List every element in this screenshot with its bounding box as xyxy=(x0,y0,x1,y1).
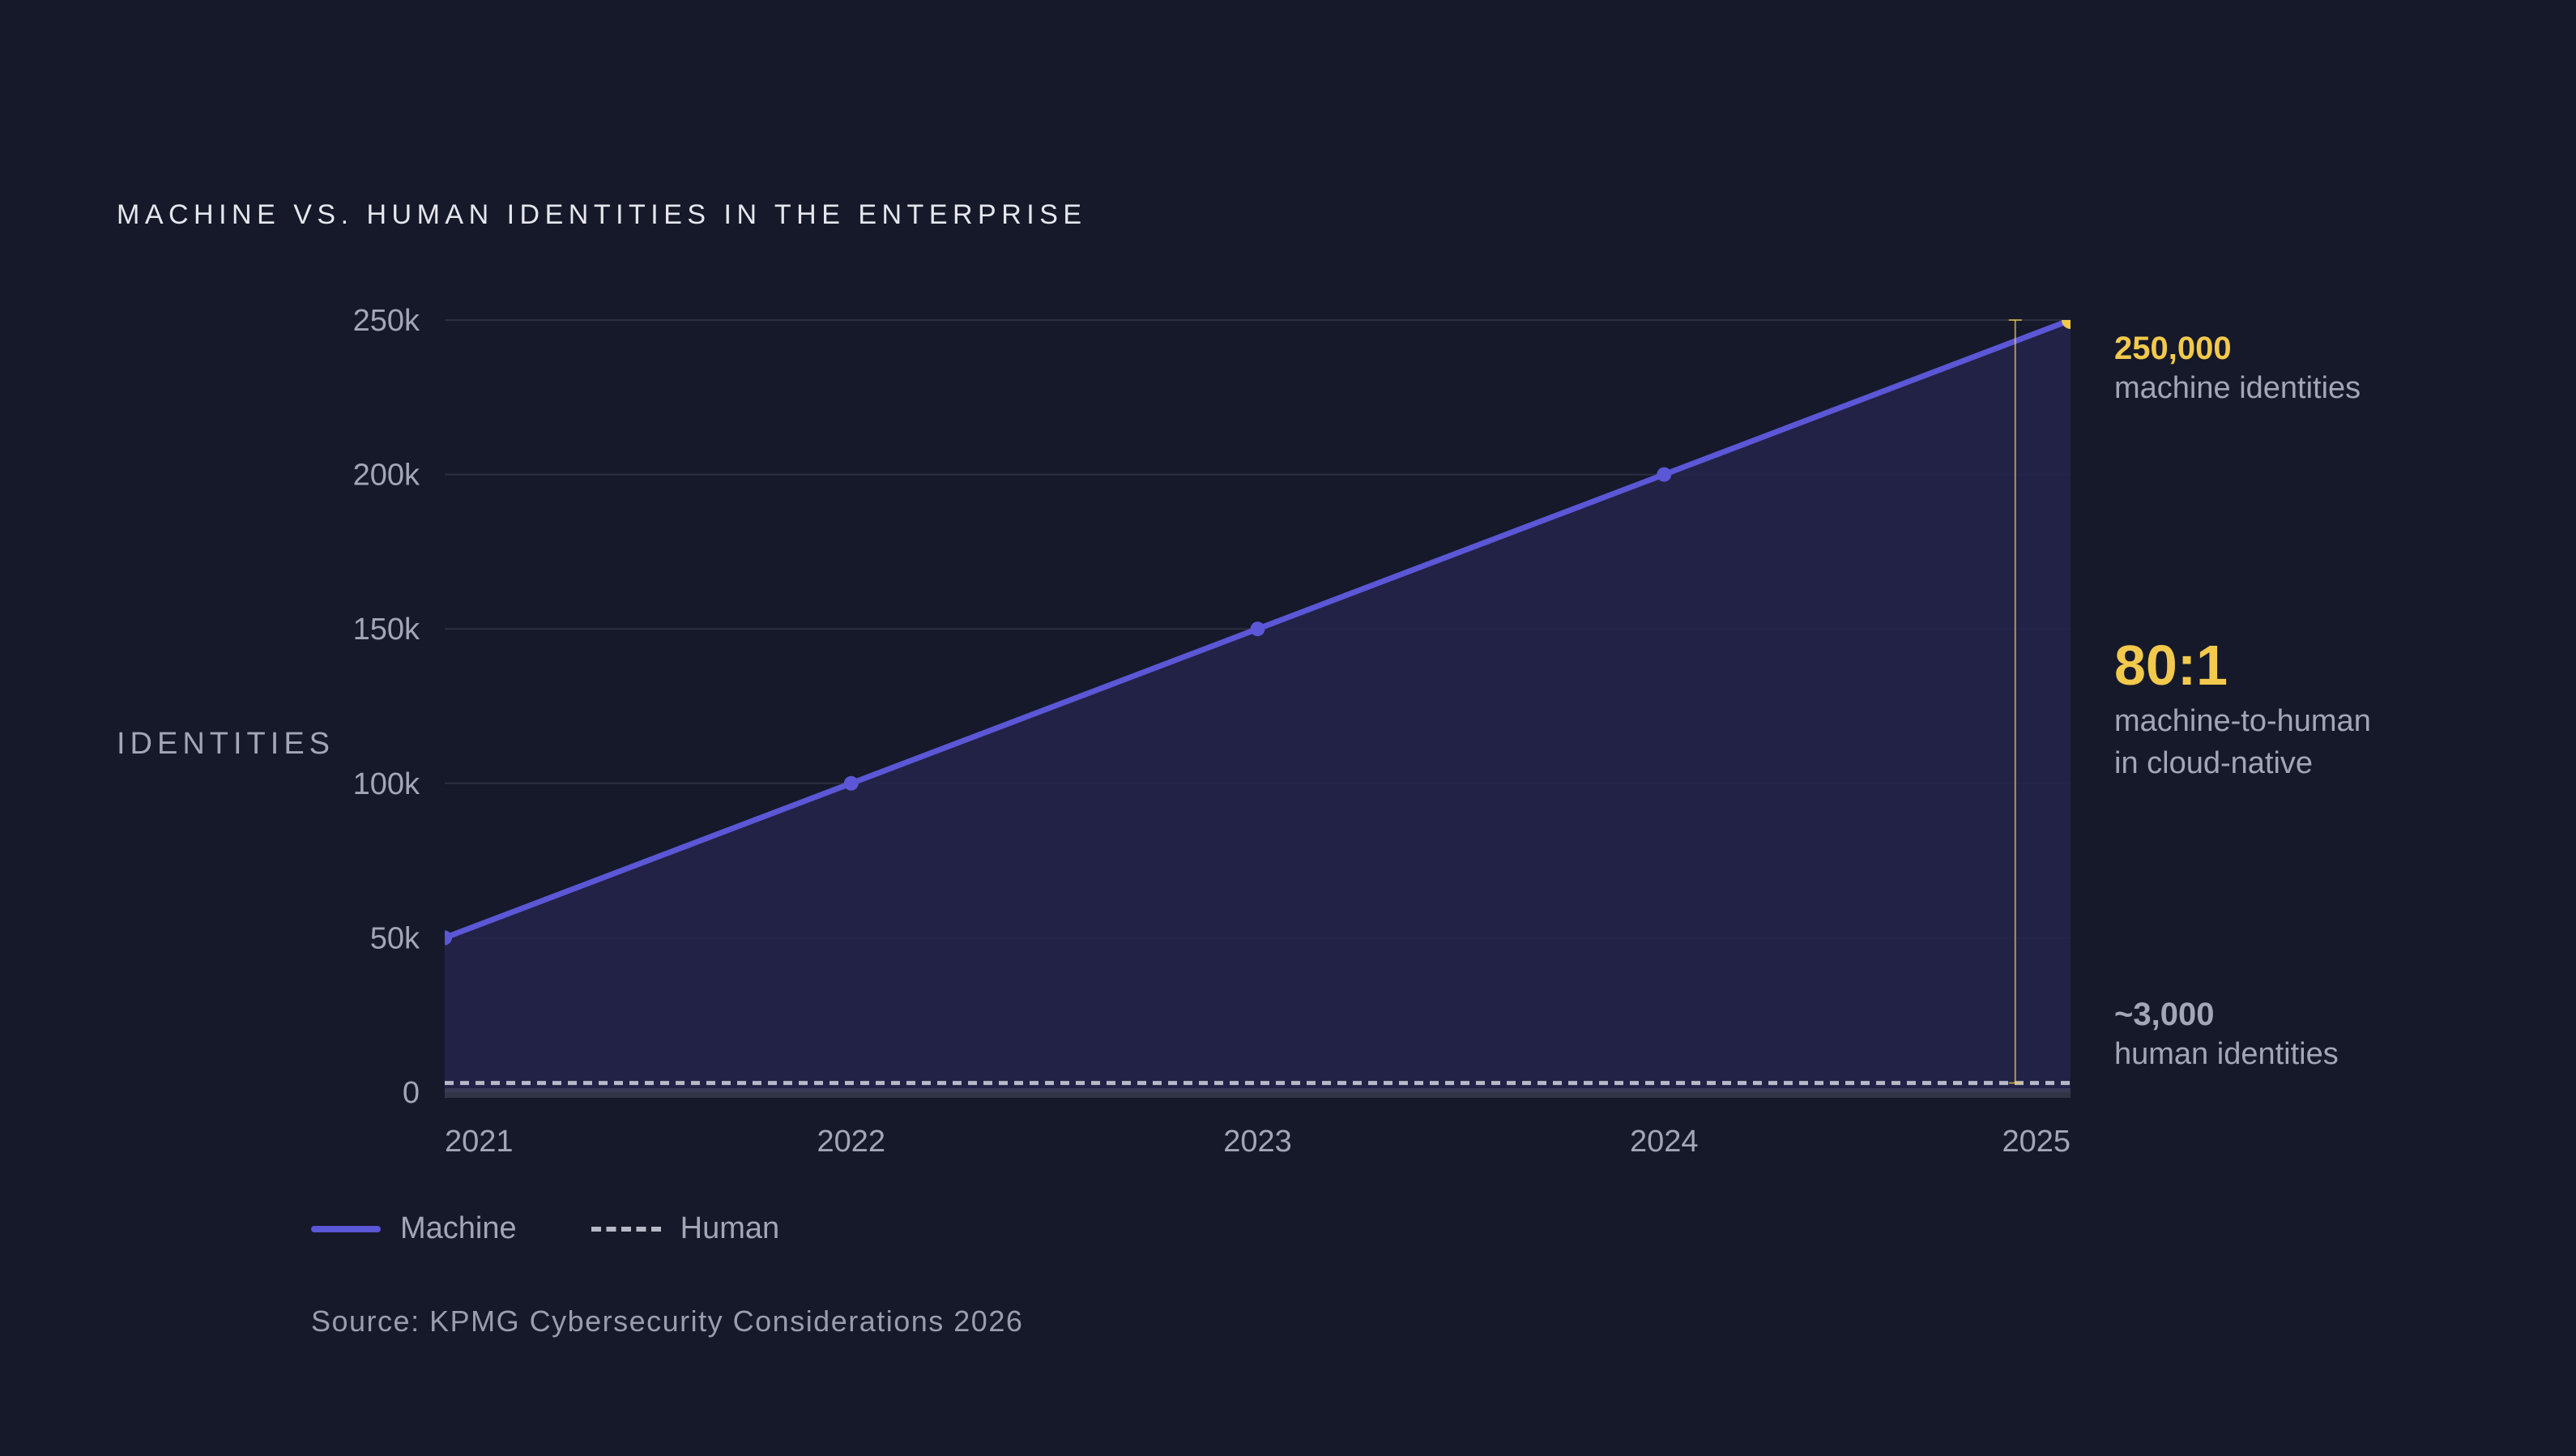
y-tick-label-2: 100k xyxy=(353,767,420,801)
machine-point-2025 xyxy=(2062,320,2071,329)
legend-swatch-human xyxy=(591,1226,661,1232)
ratio-annotation-label-1: machine-to-human xyxy=(2114,704,2371,738)
top-annotation-label: machine identities xyxy=(2114,371,2361,405)
bottom-annotation-value: ~3,000 xyxy=(2114,997,2215,1032)
x-tick-label-0: 2021 xyxy=(445,1125,514,1159)
top-annotation-value: 250,000 xyxy=(2114,331,2232,366)
ratio-annotation: 80:1 machine-to-human in cloud-native xyxy=(2114,630,2371,784)
legend-swatch-machine xyxy=(311,1225,381,1232)
ratio-annotation-value: 80:1 xyxy=(2114,634,2228,697)
machine-point-2023 xyxy=(1250,621,1265,637)
ratio-annotation-label-2: in cloud-native xyxy=(2114,746,2314,780)
y-tick-label-0: 0 xyxy=(403,1076,420,1110)
legend-label-human: Human xyxy=(680,1211,780,1245)
x-tick-label-4: 2025 xyxy=(2002,1125,2071,1159)
machine-point-2022 xyxy=(843,775,859,791)
y-tick-label-5: 250k xyxy=(353,304,420,338)
legend-label-machine: Machine xyxy=(400,1211,517,1245)
legend: Machine Human xyxy=(311,1211,854,1246)
x-tick-label-2: 2023 xyxy=(1223,1125,1292,1159)
machine-point-2024 xyxy=(1657,467,1672,482)
bottom-annotation-label: human identities xyxy=(2114,1037,2339,1071)
x-tick-label-3: 2024 xyxy=(1630,1125,1699,1159)
baseline-band xyxy=(445,1088,2071,1098)
y-tick-label-4: 200k xyxy=(353,459,420,493)
x-axis-ticks: 2021 2022 2023 2024 2025 xyxy=(445,1125,2071,1159)
bottom-annotation: ~3,000 human identities xyxy=(2114,997,2339,1075)
chart-title: MACHINE VS. HUMAN IDENTITIES IN THE ENTE… xyxy=(117,199,1087,230)
legend-item-human: Human xyxy=(591,1211,780,1246)
y-axis-label: IDENTITIES xyxy=(117,727,335,761)
source-note: Source: KPMG Cybersecurity Consideration… xyxy=(311,1304,1024,1338)
machine-points xyxy=(445,320,2071,946)
machine-point-2021 xyxy=(445,930,452,946)
x-tick-label-1: 2022 xyxy=(817,1125,885,1159)
machine-area xyxy=(445,320,2071,1092)
y-axis-ticks: 0 50k 100k 150k 200k 250k xyxy=(353,304,420,1110)
legend-item-machine: Machine xyxy=(311,1211,517,1246)
top-annotation: 250,000 machine identities xyxy=(2114,331,2361,409)
y-tick-label-1: 50k xyxy=(370,921,420,955)
y-tick-label-3: 150k xyxy=(353,613,420,647)
ratio-bracket xyxy=(2008,319,2022,1084)
